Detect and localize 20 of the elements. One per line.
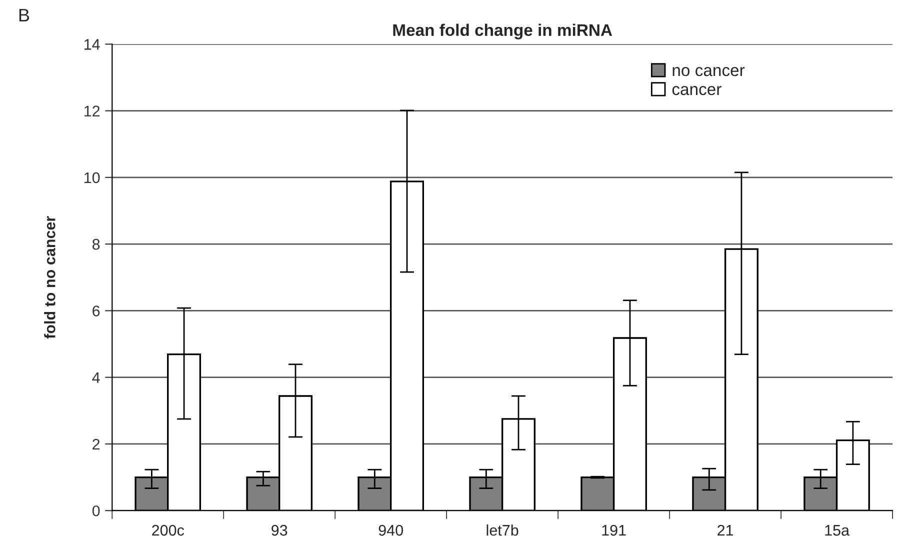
y-axis-title: fold to no cancer [44,216,56,339]
chart-title: Mean fold change in miRNA [393,24,612,40]
y-tick-label: 4 [92,372,100,383]
x-tick-label: 93 [272,524,288,536]
x-tick-label: 15a [825,525,850,536]
text: B [19,8,30,22]
y-tick-label: 10 [84,172,100,184]
x-tick-label: let7b [486,524,518,536]
y-tick-label: 6 [92,306,100,316]
legend-label: no cancer [672,67,745,76]
y-tick-label: 2 [92,438,100,450]
y-tick-label: 8 [92,238,100,250]
x-tick-label: 191 [602,524,626,536]
x-tick-label: 21 [718,524,734,536]
x-tick-label: 200c [152,524,184,536]
legend-label: cancer [672,86,722,96]
y-tick-label: 0 [92,505,100,516]
y-tick-label: 14 [84,39,100,50]
x-tick-label: 940 [378,524,403,536]
y-tick-label: 12 [84,106,100,116]
